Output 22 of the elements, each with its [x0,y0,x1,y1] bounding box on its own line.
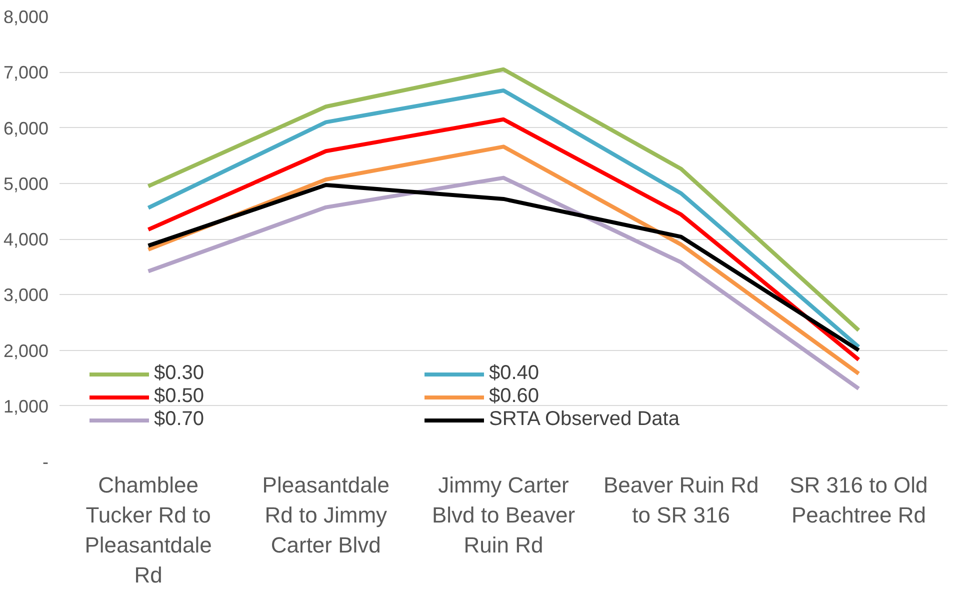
x-tick-label: SR 316 to Old Peachtree Rd [790,472,928,528]
y-tick-label: 1,000 [3,396,49,416]
y-tick-label: 3,000 [3,285,49,306]
legend-label: $0.30 [154,362,206,385]
x-tick-label: Chamblee Tucker Rd to Pleasantdale Rd [84,472,212,588]
y-tick-label: - [42,452,49,472]
y-tick-label: 4,000 [3,230,49,250]
legend-label: $0.40 [489,362,540,385]
y-tick-label: 2,000 [3,340,49,361]
y-tick-label: 6,000 [3,118,49,138]
x-tick-label: Jimmy Carter Blvd to Beaver Ruin Rd [432,472,576,558]
legend-label: $0.60 [489,385,540,408]
x-tick-label: Beaver Ruin Rd to SR 316 [603,472,759,528]
legend-label: $0.70 [154,408,206,431]
y-tick-label: 5,000 [3,174,49,194]
legend-label: $0.50 [154,385,206,408]
y-tick-label: 7,000 [3,62,49,83]
line-series [146,183,861,352]
y-tick-label: 8,000 [3,7,49,27]
legend-label: SRTA Observed Data [489,408,680,431]
line-series [146,117,861,362]
x-tick-label: Pleasantdale Rd to Jimmy Carter Blvd [262,472,390,558]
